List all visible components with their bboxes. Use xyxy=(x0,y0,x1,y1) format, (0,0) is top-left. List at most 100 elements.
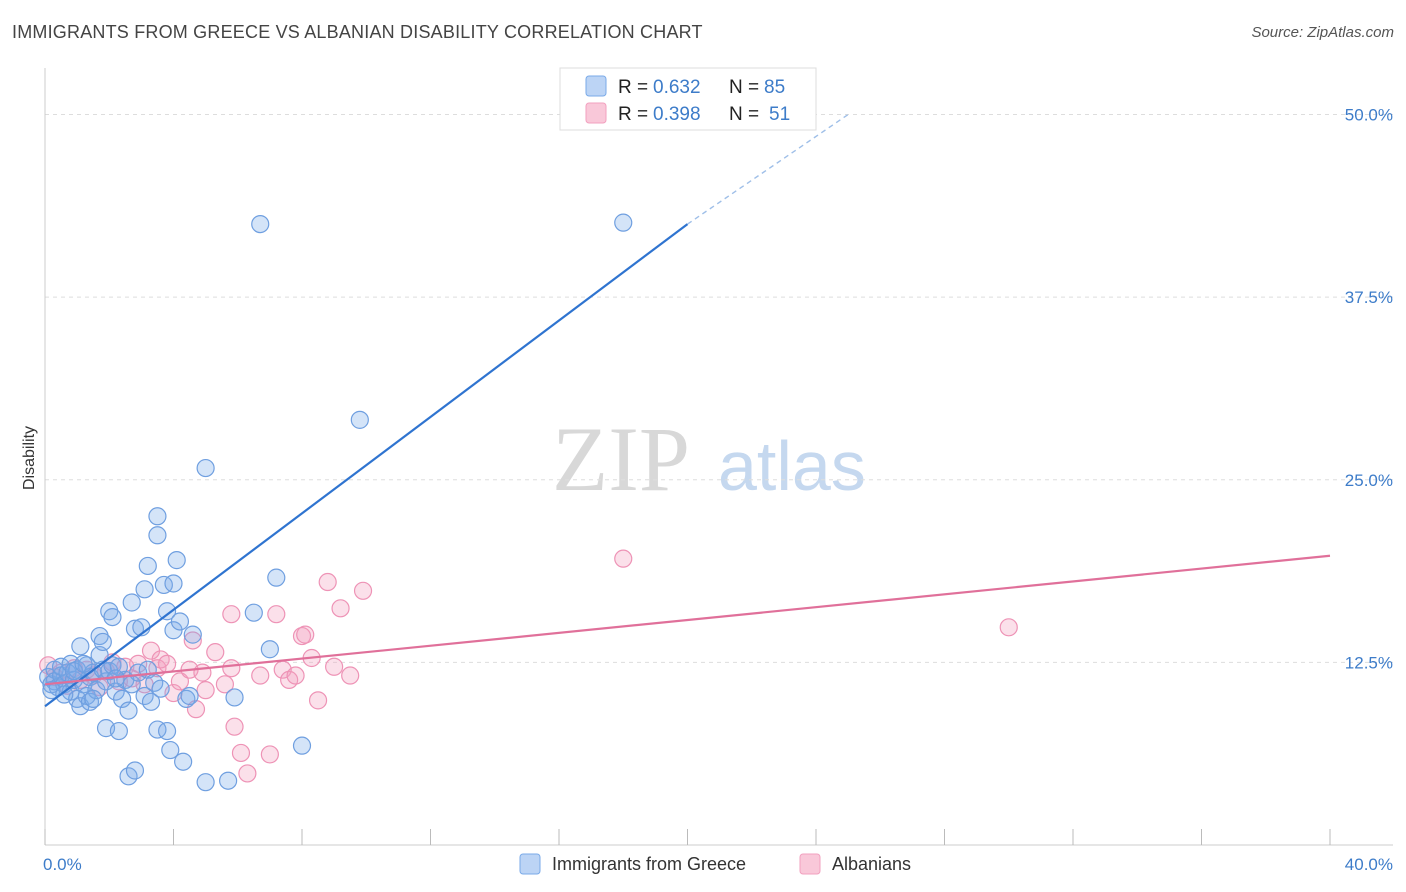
albanian-point-25 xyxy=(196,681,215,700)
greece-point-67 xyxy=(183,625,202,644)
albanian-point-31 xyxy=(238,764,257,783)
greece-point-49 xyxy=(138,556,157,576)
albanian-point-24 xyxy=(193,663,212,682)
y-tick-label-2: 37.5% xyxy=(1345,288,1393,307)
albanian-point-41 xyxy=(331,599,350,618)
greece-point-38 xyxy=(119,701,138,720)
greece-point-35 xyxy=(109,721,128,741)
greece-point-25 xyxy=(93,632,112,652)
legend-n-value-albanians: 51 xyxy=(769,104,790,125)
bottom-legend-label-greece: Immigrants from Greece xyxy=(552,854,746,874)
legend-r-value-albanians: 0.398 xyxy=(653,104,701,125)
series-legend: Immigrants from Greece Albanians xyxy=(519,853,911,875)
albanian-point-50 xyxy=(325,657,344,676)
albanian-trend-line xyxy=(44,554,1331,686)
greece-point-31 xyxy=(103,607,122,627)
legend-swatch-albanians xyxy=(585,102,607,124)
albanian-point-40 xyxy=(318,572,337,592)
albanian-point-46 xyxy=(183,631,202,650)
albanian-point-36 xyxy=(286,666,305,685)
albanian-point-48 xyxy=(267,605,286,624)
greece-point-75 xyxy=(292,736,312,755)
albanian-point-49 xyxy=(296,625,315,644)
greece-point-23 xyxy=(90,626,109,646)
x-tick-label-0: 0.0% xyxy=(43,855,82,874)
legend-n-label-albanians: N = xyxy=(729,104,759,125)
greece-point-68 xyxy=(196,773,215,792)
greece-point-50 xyxy=(141,692,161,711)
greece-point-73 xyxy=(260,640,279,659)
greece-point-53 xyxy=(148,507,167,526)
greece-point-52 xyxy=(148,720,167,739)
greece-point-59 xyxy=(161,740,180,760)
greece-trend-line xyxy=(44,223,689,708)
greece-point-74 xyxy=(267,568,286,587)
albanian-point-39 xyxy=(308,691,328,710)
albanian-point-28 xyxy=(222,659,241,678)
legend-r-label-greece: R = xyxy=(618,77,648,98)
greece-point-83 xyxy=(64,662,84,681)
bottom-legend-swatch-greece xyxy=(519,853,541,875)
gridlines xyxy=(45,114,1393,663)
legend-n-value-greece: 85 xyxy=(764,77,785,98)
greece-point-71 xyxy=(225,688,244,707)
greece-point-47 xyxy=(135,580,154,599)
trend-lines xyxy=(44,113,1331,708)
greece-point-64 xyxy=(174,752,193,771)
albanian-point-27 xyxy=(215,675,234,694)
albanian-point-43 xyxy=(353,581,373,600)
axes xyxy=(44,68,1393,846)
greece-points xyxy=(39,213,633,792)
watermark-atlas: atlas xyxy=(718,427,866,505)
greece-point-81 xyxy=(84,689,103,709)
x-tick-labels: 0.0% 40.0% xyxy=(43,855,1393,874)
albanian-point-33 xyxy=(260,745,279,764)
y-tick-label-1: 25.0% xyxy=(1345,471,1393,490)
greece-point-70 xyxy=(219,771,238,790)
greece-point-55 xyxy=(151,679,170,698)
y-tick-label-0: 12.5% xyxy=(1345,653,1393,672)
greece-point-56 xyxy=(154,575,173,595)
legend-swatch-greece xyxy=(585,75,607,97)
x-tick-label-1: 40.0% xyxy=(1345,855,1393,874)
albanian-point-26 xyxy=(206,643,225,662)
albanian-point-29 xyxy=(225,717,244,736)
legend-r-label-albanians: R = xyxy=(618,104,648,125)
albanian-point-21 xyxy=(170,672,190,691)
greece-point-57 xyxy=(157,602,177,621)
greece-point-78 xyxy=(614,213,633,232)
source-label: Source: ZipAtlas.com xyxy=(1251,24,1394,41)
y-axis-label: Disability xyxy=(21,426,38,490)
greece-point-58 xyxy=(157,721,177,741)
albanian-point-30 xyxy=(231,743,251,763)
greece-point-30 xyxy=(100,662,119,681)
greece-point-62 xyxy=(167,551,186,570)
greece-point-80 xyxy=(55,685,74,704)
greece-point-42 xyxy=(125,619,145,638)
correlation-legend: R = 0.632 N = 85 R = 0.398 N = 51 xyxy=(559,67,817,131)
greece-point-69 xyxy=(196,458,215,478)
legend-n-label-greece: N = xyxy=(729,77,759,98)
greece-point-43 xyxy=(125,761,145,780)
greece-point-77 xyxy=(251,214,270,234)
greece-point-15 xyxy=(71,637,90,656)
greece-point-20 xyxy=(80,692,100,711)
albanian-point-44 xyxy=(614,549,633,568)
greece-point-76 xyxy=(350,410,369,429)
greece-point-66 xyxy=(180,686,199,706)
legend-r-value-greece: 0.632 xyxy=(653,77,701,98)
bottom-legend-swatch-albanians xyxy=(799,853,821,875)
greece-point-29 xyxy=(100,602,119,621)
greece-point-63 xyxy=(170,612,190,631)
y-tick-label-3: 50.0% xyxy=(1345,106,1393,125)
greece-point-33 xyxy=(106,682,125,701)
greece-point-65 xyxy=(177,689,196,709)
albanians-points xyxy=(39,549,1018,783)
greece-point-40 xyxy=(122,593,141,612)
albanian-point-19 xyxy=(157,654,177,673)
greece-point-72 xyxy=(244,603,263,622)
greece-trend-extension xyxy=(687,113,849,225)
albanian-point-32 xyxy=(251,666,270,685)
albanian-point-45 xyxy=(999,618,1018,637)
